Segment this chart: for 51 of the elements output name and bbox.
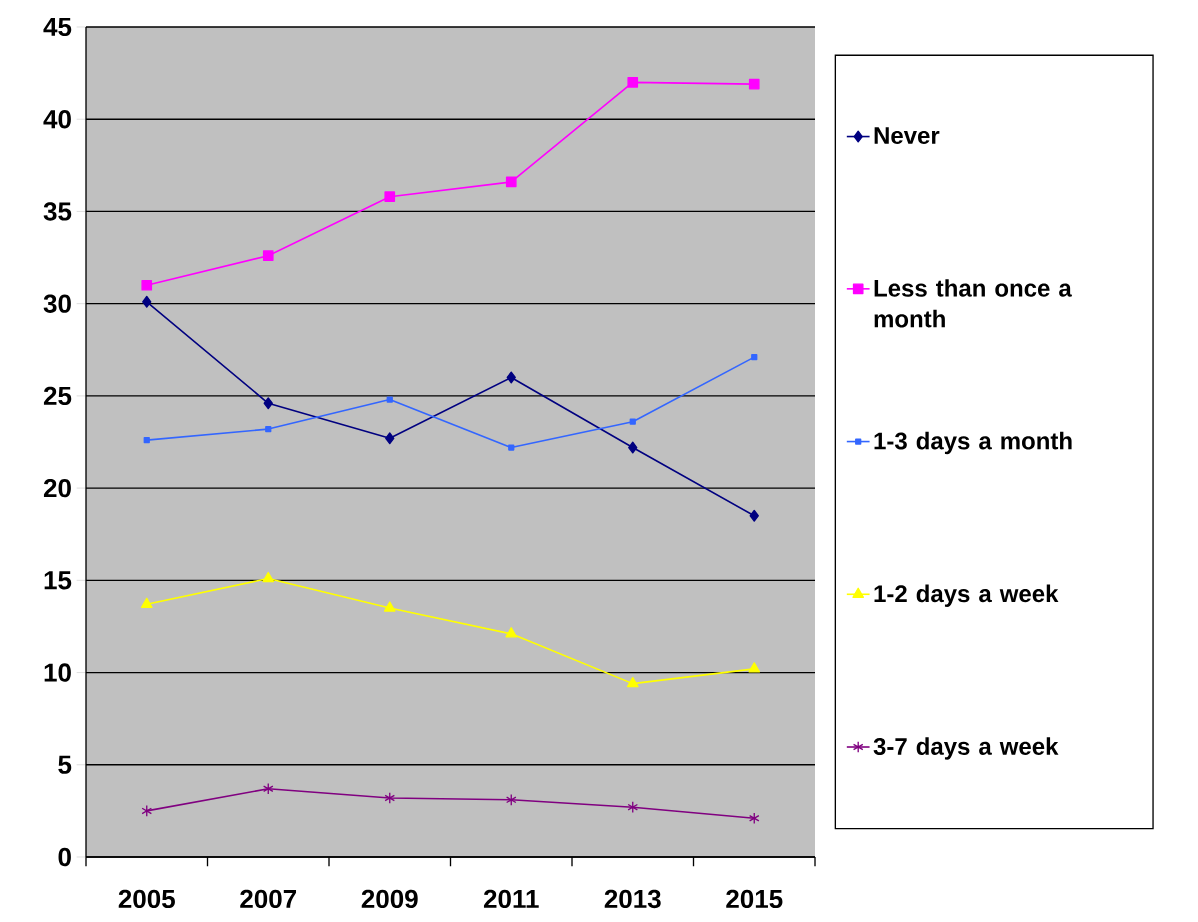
x-tick-label: 2005 <box>118 889 175 909</box>
point <box>505 176 517 188</box>
point <box>627 801 639 814</box>
point <box>627 76 639 88</box>
point <box>384 791 396 804</box>
x-tick-label: 2013 <box>604 889 661 909</box>
y-tick-label: 5 <box>58 755 72 774</box>
point <box>263 397 273 410</box>
point <box>748 812 760 825</box>
y-tick-label: 15 <box>44 571 72 590</box>
legend-label: 1-3 days a month <box>874 431 1072 455</box>
legend-label: Less than once a month <box>874 279 1072 328</box>
point <box>262 571 275 583</box>
legend-label: 1-2 days a week <box>874 584 1059 607</box>
point <box>629 418 636 425</box>
point <box>141 804 153 817</box>
point <box>751 354 758 361</box>
y-tick-label: 35 <box>43 202 72 221</box>
point <box>265 425 272 433</box>
point <box>749 509 759 522</box>
point <box>626 676 639 688</box>
y-tick-label: 45 <box>43 17 72 37</box>
legend-label: 3-7 days a week <box>873 737 1059 760</box>
point <box>384 191 396 203</box>
point <box>748 662 761 673</box>
point <box>143 437 150 444</box>
x-tick-label: 2009 <box>361 889 418 909</box>
x-tick-label: 2007 <box>240 889 297 909</box>
y-tick-label: 40 <box>43 110 71 129</box>
point <box>262 250 274 262</box>
x-tick-label: 2011 <box>483 889 539 909</box>
point <box>628 441 638 454</box>
point <box>262 782 274 795</box>
point <box>140 597 153 608</box>
point <box>508 444 515 451</box>
legend-label: Never <box>874 127 940 145</box>
point <box>386 396 393 403</box>
y-tick-label: 25 <box>43 386 72 406</box>
point <box>383 601 396 612</box>
y-tick-label: 30 <box>43 294 71 313</box>
point <box>142 295 152 308</box>
y-tick-label: 0 <box>58 847 71 867</box>
point <box>505 627 518 638</box>
x-tick-label: 2015 <box>726 889 783 909</box>
y-tick-label: 20 <box>43 478 71 498</box>
point <box>505 793 517 806</box>
point <box>748 78 760 90</box>
y-tick-label: 10 <box>44 663 71 682</box>
point <box>385 432 395 445</box>
point <box>141 279 153 291</box>
point <box>506 371 516 384</box>
